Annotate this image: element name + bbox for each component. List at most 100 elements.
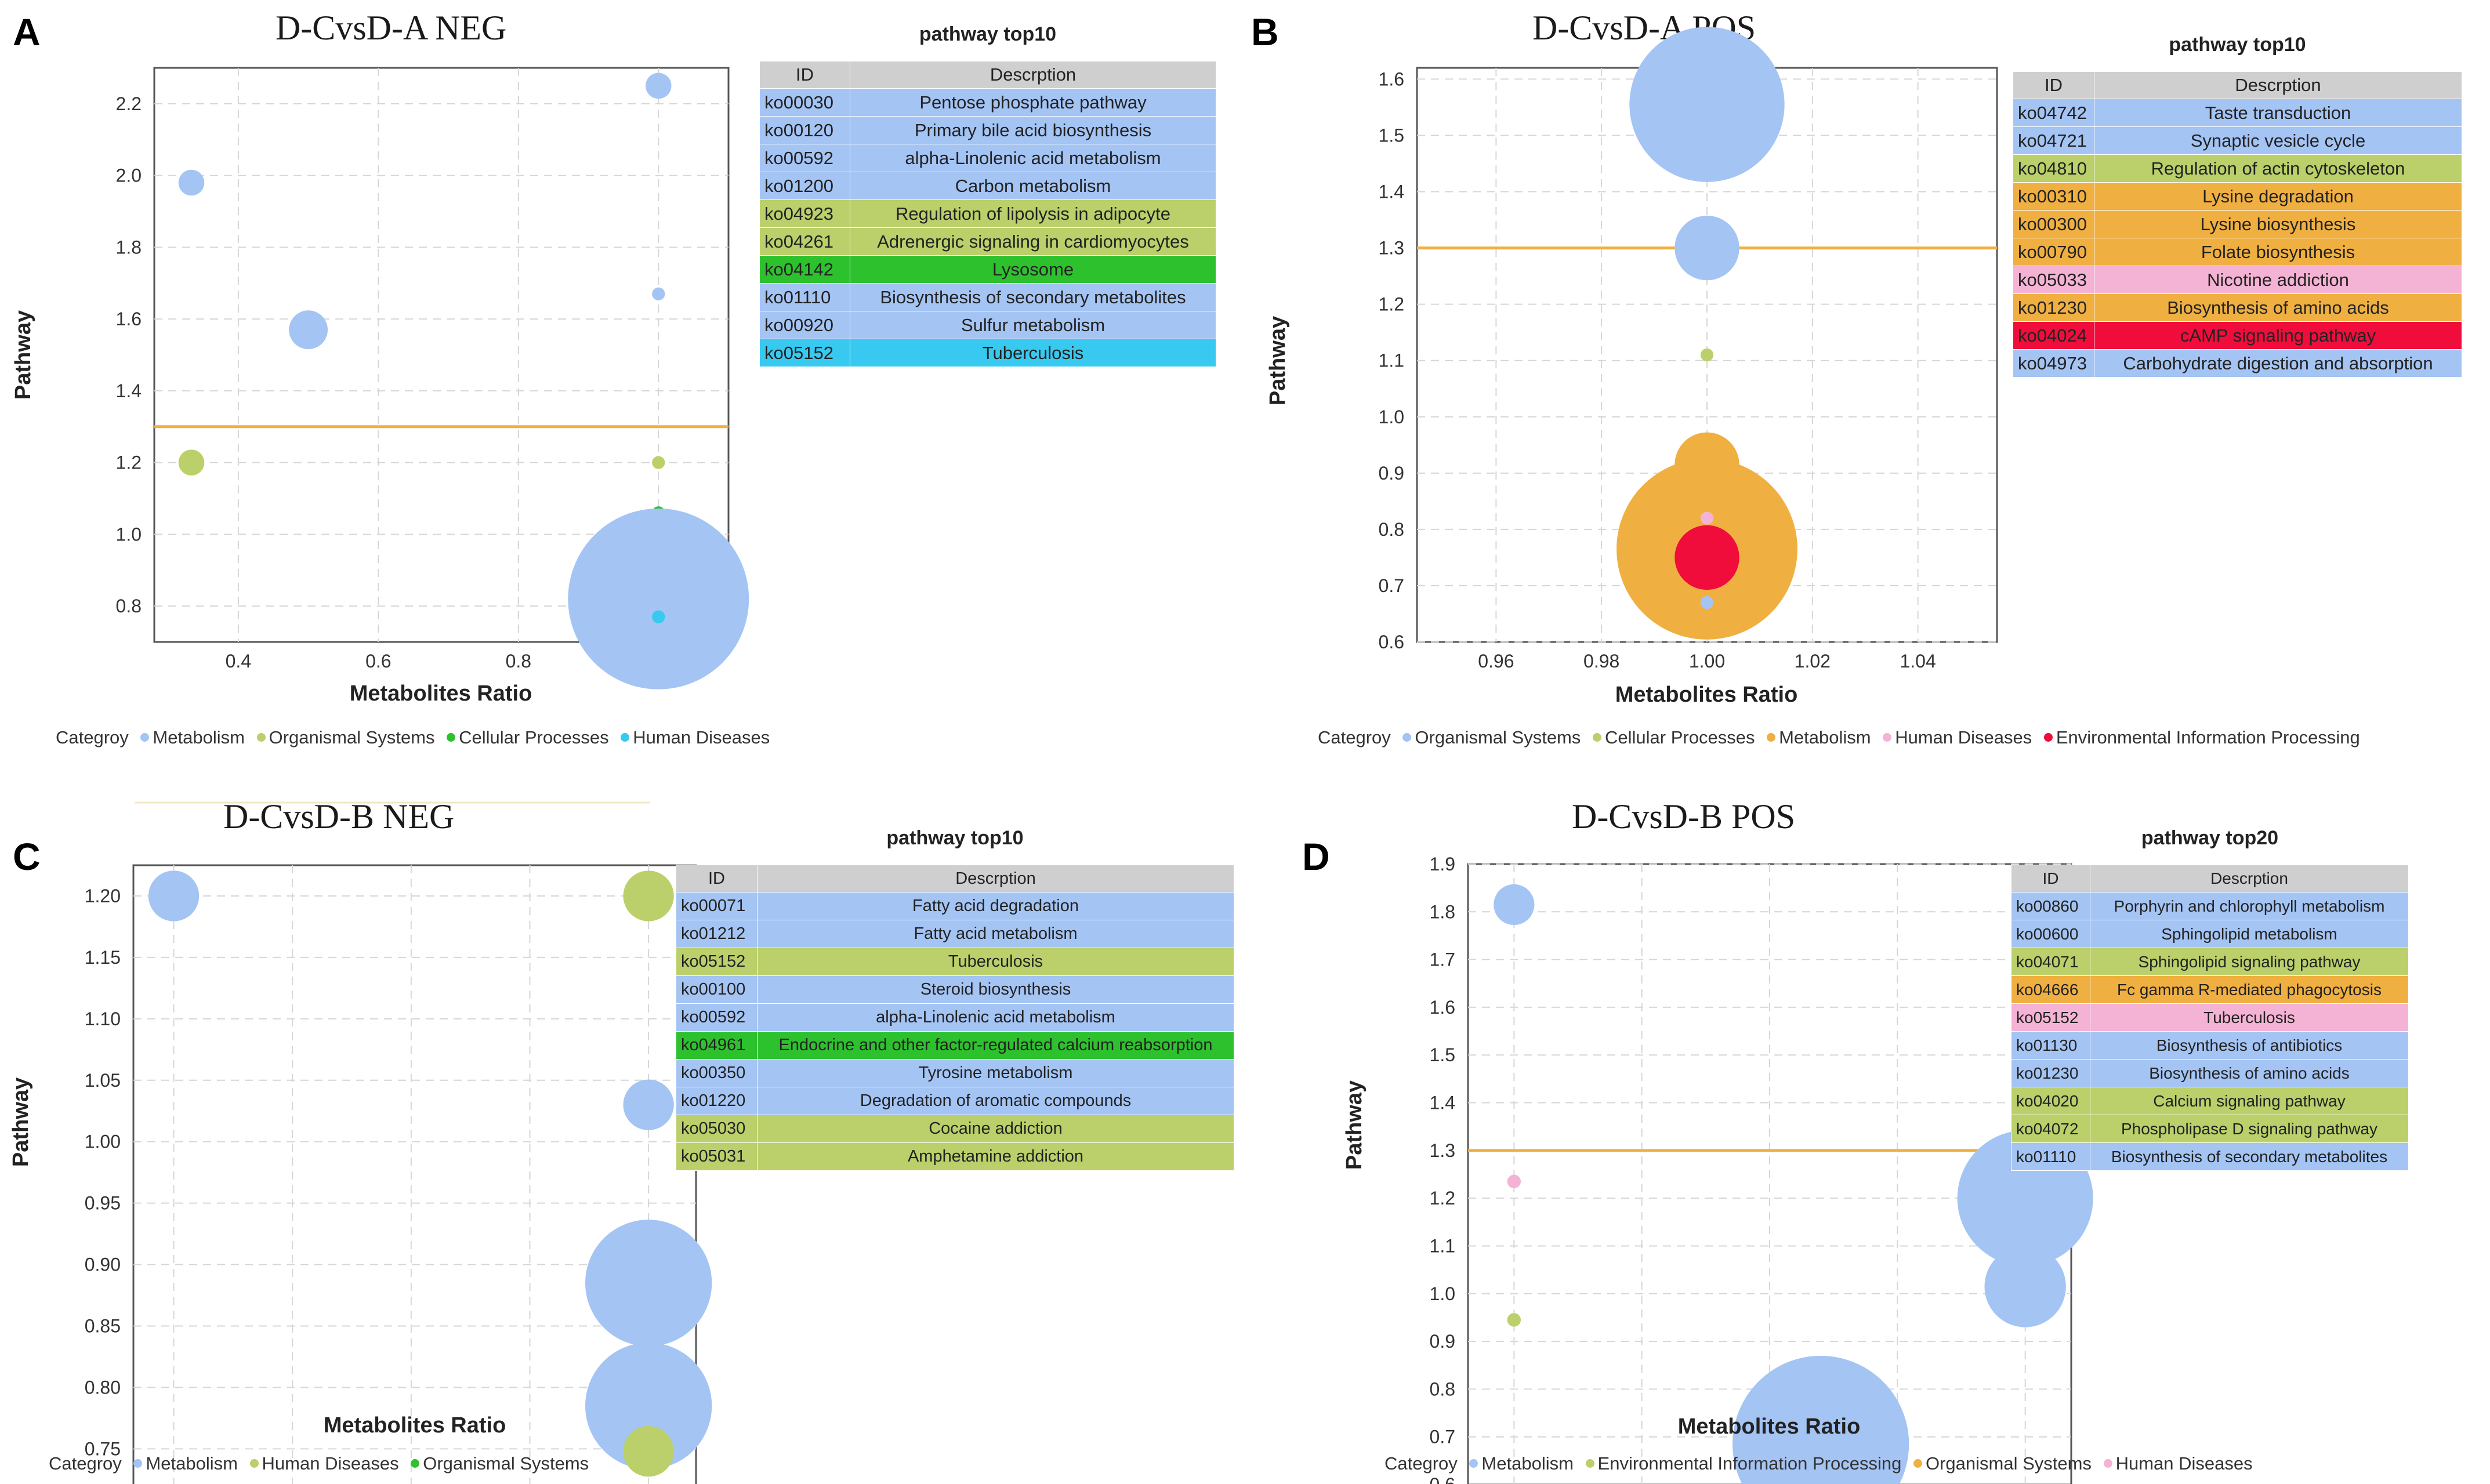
table-row: ko01220 Degradation of aromatic compounds <box>676 1087 1234 1115</box>
pathway-description: cAMP signaling pathway <box>2094 321 2462 350</box>
bubble-point <box>1700 596 1714 609</box>
legend: Categroy Organismal Systems Cellular Pro… <box>1318 727 2360 748</box>
legend-item[interactable]: Metabolism <box>140 727 245 748</box>
pathway-description: Tuberculosis <box>2090 1003 2409 1032</box>
legend-item[interactable]: Human Diseases <box>2103 1453 2253 1474</box>
pathway-description: Folate biosynthesis <box>2094 238 2462 266</box>
table-row: ko01212 Fatty acid metabolism <box>676 920 1234 948</box>
legend-item[interactable]: Organismal Systems <box>411 1453 589 1474</box>
pathway-id: ko00030 <box>759 88 850 117</box>
pathway-description: Fc gamma R-mediated phagocytosis <box>2090 975 2409 1004</box>
legend-dot-icon <box>411 1459 420 1468</box>
chart-title: D-CvsD-B POS <box>1572 797 1795 836</box>
pathway-id: ko04961 <box>676 1031 757 1060</box>
pathway-id: ko00592 <box>759 144 850 172</box>
pathway-description: Pentose phosphate pathway <box>850 88 1216 117</box>
pathway-id: ko04020 <box>2011 1087 2090 1115</box>
legend-label: Environmental Information Processing <box>2056 727 2360 748</box>
y-tick-label: 1.1 <box>1379 350 1404 371</box>
pathway-description: Biosynthesis of secondary metabolites <box>850 283 1216 311</box>
y-tick-label: 0.95 <box>85 1193 121 1214</box>
table-row: ko04810 Regulation of actin cytoskeleton <box>2013 154 2462 183</box>
table-row: ko00071 Fatty acid degradation <box>676 892 1234 920</box>
y-tick-label: 1.4 <box>116 380 142 401</box>
y-tick-label: 1.2 <box>1430 1188 1455 1209</box>
legend-dot-icon <box>1883 733 1892 742</box>
pathway-id: ko05030 <box>676 1115 757 1143</box>
bubble-point <box>1494 884 1535 926</box>
table-row: ko05031 Amphetamine addiction <box>676 1142 1234 1171</box>
y-tick-label: 1.0 <box>1379 407 1404 427</box>
id-header: ID <box>759 61 850 89</box>
legend-dot-icon <box>133 1459 143 1468</box>
y-tick-label: 0.8 <box>1430 1378 1455 1399</box>
legend-item[interactable]: Human Diseases <box>1883 727 2032 748</box>
pathway-description: Tuberculosis <box>757 948 1234 976</box>
table-title: pathway top10 <box>886 827 1024 849</box>
legend-label: Human Diseases <box>1895 727 2032 748</box>
pathway-id: ko04742 <box>2013 99 2094 127</box>
x-tick-label: 0.6 <box>365 651 391 672</box>
legend-dot-icon <box>1593 733 1602 742</box>
legend-item[interactable]: Organismal Systems <box>1913 1453 2092 1474</box>
pathway-description: Calcium signaling pathway <box>2090 1087 2409 1115</box>
table-row: ko04666 Fc gamma R-mediated phagocytosis <box>2011 975 2409 1004</box>
pathway-description: Fatty acid metabolism <box>757 920 1234 948</box>
id-header: ID <box>2013 71 2094 99</box>
legend-dot-icon <box>1913 1459 1922 1468</box>
bubble-point <box>178 449 205 476</box>
pathway-id: ko00920 <box>759 311 850 339</box>
legend-item[interactable]: Cellular Processes <box>447 727 609 748</box>
legend-item[interactable]: Metabolism <box>133 1453 238 1474</box>
table-row: ko00310 Lysine degradation <box>2013 182 2462 211</box>
table-row: ko04072 Phospholipase D signaling pathway <box>2011 1115 2409 1143</box>
bubble-point <box>1733 1355 1909 1484</box>
table-row: ko05030 Cocaine addiction <box>676 1115 1234 1143</box>
table-row: ko05152 Tuberculosis <box>2011 1003 2409 1032</box>
legend-item[interactable]: Cellular Processes <box>1593 727 1755 748</box>
legend-item[interactable]: Metabolism <box>1469 1453 1574 1474</box>
table-row: ko00350 Tyrosine metabolism <box>676 1059 1234 1087</box>
y-tick-label: 0.6 <box>1430 1474 1455 1484</box>
table-row: ko01230 Biosynthesis of amino acids <box>2011 1059 2409 1087</box>
table-row: ko04020 Calcium signaling pathway <box>2011 1087 2409 1115</box>
pathway-description: Phospholipase D signaling pathway <box>2090 1115 2409 1143</box>
pathway-description: Biosynthesis of amino acids <box>2094 293 2462 322</box>
bubble-point <box>1700 348 1714 362</box>
pathway-description: Sphingolipid metabolism <box>2090 920 2409 948</box>
table-row: ko04742 Taste transduction <box>2013 99 2462 127</box>
panel-letter: C <box>13 835 41 878</box>
legend-item[interactable]: Organismal Systems <box>256 727 435 748</box>
pathway-description: Lysine degradation <box>2094 182 2462 211</box>
y-tick-label: 1.00 <box>85 1131 121 1152</box>
y-tick-label: 2.0 <box>116 165 142 186</box>
legend-dot-icon <box>1469 1459 1478 1468</box>
pathway-description: Tuberculosis <box>850 339 1216 367</box>
table-row: ko00860 Porphyrin and chlorophyll metabol… <box>2011 892 2409 920</box>
plot-frame <box>153 67 730 643</box>
legend-item[interactable]: Organismal Systems <box>1402 727 1581 748</box>
description-header: Descrption <box>850 61 1216 89</box>
y-tick-label: 1.6 <box>1430 997 1455 1018</box>
pathway-id: ko00071 <box>676 892 757 920</box>
pathway-description: Nicotine addiction <box>2094 266 2462 294</box>
bubble-point <box>1984 1246 2066 1327</box>
y-axis-label: Pathway <box>1342 1080 1367 1170</box>
legend-label: Metabolism <box>153 727 245 748</box>
panel-c: C D-CvsD-B NEG -1.0-0.50.00.51.00.750.80… <box>0 742 1245 1484</box>
table-title: pathway top10 <box>919 23 1057 45</box>
legend-item[interactable]: Environmental Information Processing <box>2043 727 2360 748</box>
y-tick-label: 1.8 <box>1430 901 1455 922</box>
table-row: ko01200 Carbon metabolism <box>759 172 1216 200</box>
legend-item[interactable]: Environmental Information Processing <box>1585 1453 1902 1474</box>
pathway-id: ko01220 <box>676 1087 757 1115</box>
legend-title: Categroy <box>56 727 129 748</box>
legend-item[interactable]: Human Diseases <box>249 1453 399 1474</box>
legend-label: Environmental Information Processing <box>1597 1453 1902 1474</box>
legend-item[interactable]: Metabolism <box>1767 727 1871 748</box>
legend-item[interactable]: Human Diseases <box>621 727 770 748</box>
pathway-table: pathway top10 ID Descrption ko00030 Pento… <box>759 23 1216 367</box>
x-tick-label: 0.4 <box>226 651 251 672</box>
pathway-id: ko01110 <box>2011 1142 2090 1171</box>
legend-label: Metabolism <box>1779 727 1871 748</box>
